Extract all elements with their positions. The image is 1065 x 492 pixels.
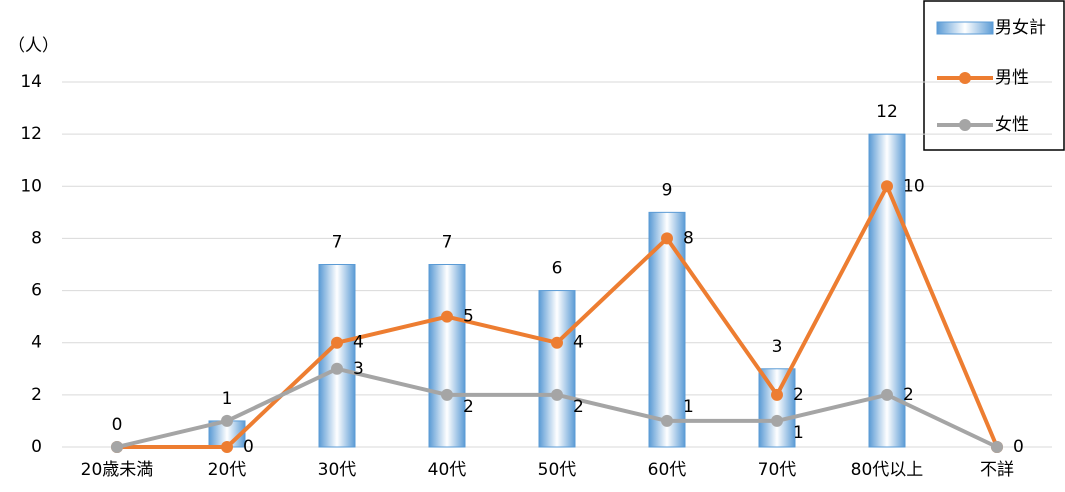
- x-tick-label: 不詳: [980, 460, 1014, 480]
- data-label: 2: [903, 385, 914, 405]
- line-point: [221, 414, 233, 427]
- bar: [318, 264, 356, 448]
- bar: [538, 290, 576, 448]
- data-label: 2: [793, 385, 804, 405]
- line-point: [991, 441, 1003, 453]
- x-tick-label: 40代: [428, 460, 467, 480]
- data-label: 6: [552, 259, 563, 279]
- y-tick-label: 14: [20, 72, 42, 92]
- data-label: 4: [573, 333, 584, 353]
- line-point: [661, 232, 673, 245]
- y-tick-label: 12: [20, 124, 42, 144]
- data-label: 0: [1013, 437, 1024, 457]
- line-point: [771, 388, 783, 401]
- x-tick-label: 20代: [208, 460, 247, 480]
- data-label: 1: [793, 423, 804, 443]
- bar: [648, 211, 686, 448]
- line-point: [551, 388, 563, 401]
- line-point: [441, 310, 453, 323]
- legend-swatch: [959, 72, 971, 84]
- data-label: 2: [463, 397, 474, 417]
- legend-label: 男女計: [995, 18, 1046, 38]
- bar: [428, 264, 466, 448]
- line-point: [771, 414, 783, 427]
- data-label: 0: [112, 415, 123, 435]
- line-point: [551, 336, 563, 349]
- x-tick-label: 20歳未満: [81, 460, 154, 480]
- line-point: [881, 180, 893, 193]
- line-point: [331, 362, 343, 375]
- y-axis-label: （人）: [8, 36, 59, 56]
- x-tick-label: 60代: [648, 460, 687, 480]
- line-point: [221, 441, 233, 453]
- data-label: 3: [772, 337, 783, 357]
- data-label: 1: [222, 389, 233, 409]
- y-tick-label: 4: [31, 333, 42, 353]
- data-label: 9: [662, 180, 673, 200]
- data-label: 12: [876, 102, 898, 122]
- bar: [758, 368, 796, 448]
- data-label: 3: [353, 359, 364, 379]
- legend-swatch: [959, 119, 971, 131]
- line-point: [331, 336, 343, 349]
- x-tick-label: 30代: [318, 460, 357, 480]
- data-label: 5: [463, 307, 474, 327]
- data-label: 0: [243, 437, 254, 457]
- legend-label: 女性: [995, 115, 1029, 135]
- data-label: 1: [683, 397, 694, 417]
- y-tick-label: 2: [31, 385, 42, 405]
- x-tick-label: 80代以上: [851, 460, 924, 480]
- y-tick-label: 8: [31, 228, 42, 248]
- data-label: 4: [353, 333, 364, 353]
- data-label: 2: [573, 397, 584, 417]
- data-label: 8: [683, 228, 694, 248]
- line-point: [881, 388, 893, 401]
- line-point: [661, 414, 673, 427]
- y-tick-label: 0: [31, 437, 42, 457]
- data-label: 10: [903, 176, 925, 196]
- y-tick-label: 10: [20, 176, 42, 196]
- legend-swatch: [936, 21, 994, 35]
- line-point: [441, 388, 453, 401]
- x-tick-label: 50代: [538, 460, 577, 480]
- data-label: 7: [332, 233, 343, 253]
- y-tick-label: 6: [31, 281, 42, 301]
- line-point: [111, 441, 123, 453]
- data-label: 7: [442, 233, 453, 253]
- x-tick-label: 70代: [758, 460, 797, 480]
- legend-label: 男性: [995, 68, 1029, 88]
